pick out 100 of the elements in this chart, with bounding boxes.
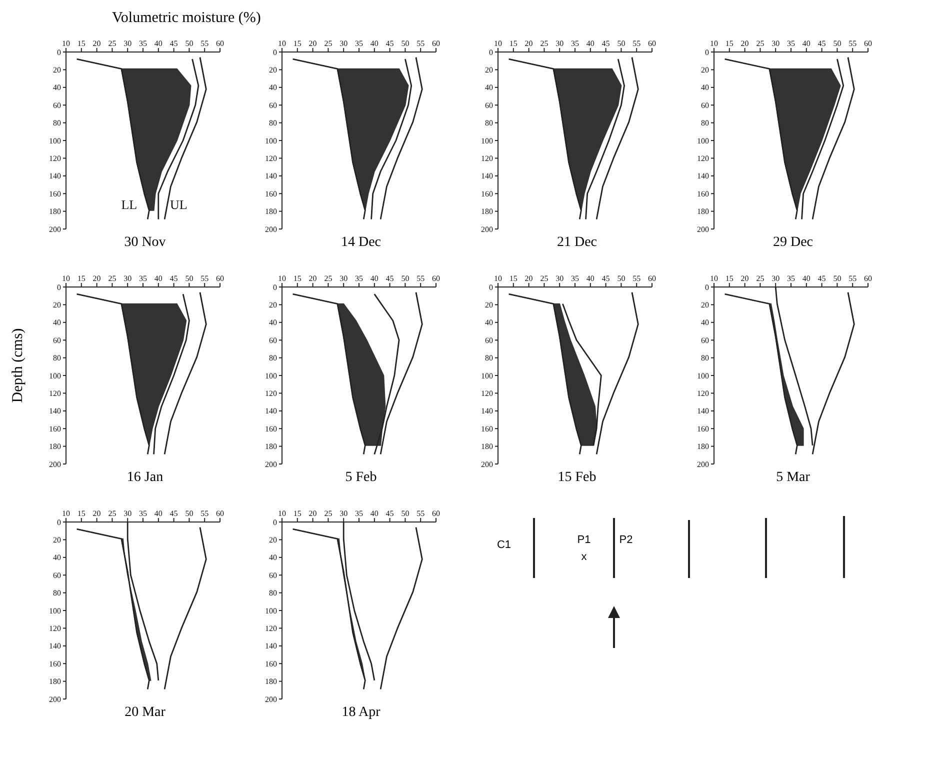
- y-tick-label: 180: [265, 207, 277, 216]
- y-tick-label: 40: [701, 318, 709, 328]
- text: 30 Nov: [123, 235, 167, 251]
- y-tick-label: 100: [49, 606, 61, 616]
- y-tick-label: 60: [269, 336, 277, 345]
- y-tick-label: 140: [697, 406, 709, 416]
- y-tick-label: 80: [269, 588, 277, 598]
- x-tick-label: 10: [278, 509, 286, 518]
- x-tick-label: 60: [216, 39, 224, 48]
- x-tick-label: 30: [124, 39, 132, 48]
- y-tick-label: 140: [265, 642, 277, 651]
- x-tick-label: 55: [200, 274, 209, 283]
- x-tick-label: 15: [293, 274, 302, 283]
- y-tick-label: 60: [701, 100, 709, 110]
- y-tick-label: 200: [49, 224, 61, 234]
- text: 5 Feb: [344, 470, 378, 486]
- x-tick-label: 55: [632, 39, 641, 48]
- x-tick-label: 50: [185, 39, 194, 48]
- x-tick-label: 25: [324, 274, 332, 283]
- y-tick-label: 80: [53, 118, 61, 128]
- y-tick-label: 0: [489, 48, 493, 57]
- y-tick-label: 80: [485, 354, 493, 363]
- x-tick-label: 40: [370, 274, 378, 283]
- y-tick-label: 200: [49, 460, 61, 469]
- x-tick-label: 45: [170, 274, 178, 283]
- y-tick-label: 200: [265, 224, 277, 234]
- x-tick-label: 60: [648, 274, 656, 283]
- x-tick-label: 45: [386, 509, 394, 518]
- text: 14 Dec: [340, 235, 382, 251]
- y-tick-label: 160: [265, 659, 277, 668]
- y-tick-label: 40: [53, 83, 61, 92]
- x-tick-label: 40: [154, 39, 162, 48]
- x-tick-label: 20: [92, 509, 101, 518]
- x-tick-label: 30: [772, 39, 780, 48]
- x-tick-label: 30: [556, 39, 564, 48]
- x-tick-label: 35: [355, 509, 363, 518]
- x-tick-label: 35: [139, 39, 147, 48]
- x-tick-label: 55: [848, 39, 857, 48]
- y-tick-label: 200: [697, 460, 709, 469]
- y-tick-label: 200: [481, 224, 493, 234]
- y-tick-label: 120: [265, 389, 277, 398]
- x-tick-label: 35: [787, 274, 795, 283]
- x-tick-label: 40: [586, 274, 594, 283]
- x-tick-label: 55: [416, 509, 425, 518]
- y-tick-label: 0: [489, 282, 493, 292]
- x-tick-label: 50: [833, 274, 842, 283]
- y-tick-label: 80: [269, 118, 277, 128]
- x-tick-label: 20: [308, 39, 317, 48]
- y-tick-label: 0: [273, 518, 277, 527]
- x-tick-label: 50: [617, 39, 626, 48]
- x-tick-label: 40: [370, 39, 378, 48]
- y-tick-label: 0: [57, 518, 61, 527]
- x-tick-label: 10: [494, 274, 502, 283]
- y-tick-label: 120: [265, 624, 277, 634]
- y-tick-label: 80: [701, 354, 709, 363]
- y-tick-label: 40: [485, 318, 493, 328]
- y-tick-label: 80: [53, 354, 61, 363]
- x-tick-label: 45: [170, 509, 178, 518]
- x-tick-label: 30: [556, 274, 564, 283]
- y-tick-label: 140: [265, 406, 277, 416]
- x-tick-label: 55: [416, 274, 425, 283]
- text: 18 Apr: [340, 705, 382, 721]
- y-tick-label: 200: [265, 460, 277, 469]
- x-tick-label: 45: [170, 39, 178, 48]
- y-tick-label: 160: [697, 189, 709, 198]
- x-tick-label: 25: [756, 39, 764, 48]
- y-tick-label: 140: [265, 172, 277, 181]
- x-tick-label: 35: [571, 39, 579, 48]
- y-tick-label: 80: [269, 354, 277, 363]
- y-tick-label: 100: [697, 136, 709, 146]
- y-tick-label: 40: [53, 553, 61, 562]
- y-tick-label: 120: [49, 389, 61, 398]
- y-tick-label: 0: [273, 282, 277, 292]
- y-tick-label: 120: [481, 154, 493, 164]
- x-tick-label: 60: [864, 39, 872, 48]
- y-tick-label: 60: [53, 570, 61, 580]
- y-tick-label: 160: [481, 189, 493, 198]
- x-tick-label: 20: [92, 274, 101, 283]
- y-tick-label: 40: [701, 83, 709, 92]
- y-tick-label: 40: [269, 318, 277, 328]
- y-tick-label: 0: [705, 282, 709, 292]
- y-tick-label: 100: [481, 136, 493, 146]
- y-tick-label: 120: [697, 154, 709, 164]
- y-tick-label: 180: [697, 442, 709, 452]
- x-tick-label: 45: [386, 274, 394, 283]
- text: 29 Dec: [772, 235, 814, 251]
- x-tick-label: 10: [278, 39, 286, 48]
- series-label: UL: [170, 196, 188, 212]
- x-tick-label: 25: [756, 274, 764, 283]
- x-tick-label: 60: [432, 39, 440, 48]
- y-tick-label: 200: [481, 460, 493, 469]
- x-tick-label: 55: [200, 39, 209, 48]
- y-tick-label: 200: [265, 694, 277, 704]
- y-tick-label: 200: [49, 694, 61, 704]
- x-tick-label: 15: [725, 274, 734, 283]
- x-tick-label: 35: [355, 39, 363, 48]
- x-tick-label: 60: [864, 274, 872, 283]
- x-tick-label: 25: [324, 509, 332, 518]
- y-tick-label: 120: [49, 624, 61, 634]
- x-tick-label: 40: [154, 274, 162, 283]
